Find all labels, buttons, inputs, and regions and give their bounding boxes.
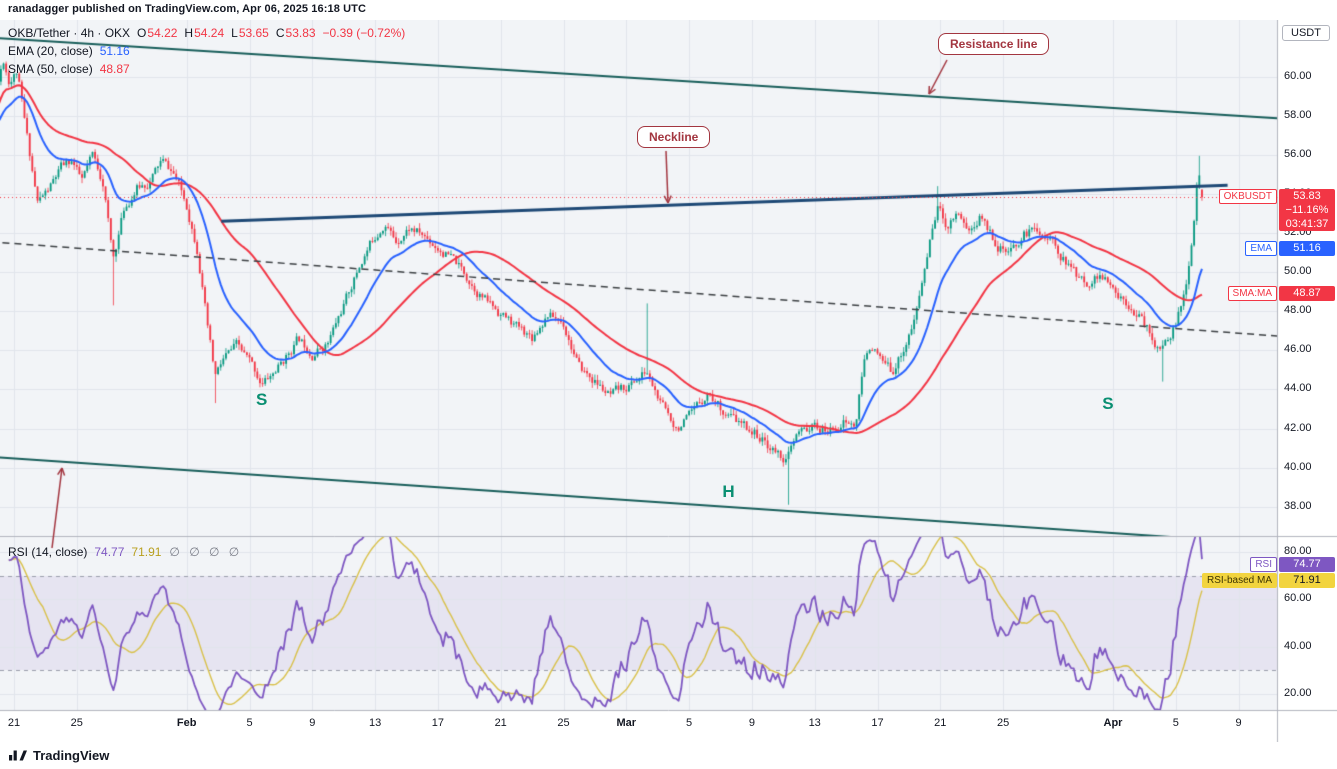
price-axis-label: 42.00 <box>1284 421 1312 434</box>
ema-badge-row: EMA 51.16 <box>1245 241 1335 257</box>
time-axis-label: 17 <box>871 717 884 729</box>
ema-label[interactable]: EMA (20, close) <box>8 44 93 58</box>
marker-right-shoulder[interactable]: S <box>1102 394 1114 414</box>
time-axis-label: 5 <box>1172 717 1179 729</box>
rsi-axis-label: 20.00 <box>1284 686 1312 699</box>
time-axis-label: 25 <box>996 717 1010 729</box>
time-axis-label: 17 <box>431 717 445 729</box>
ema-value: 51.16 <box>99 44 130 58</box>
price-axis-label: 40.00 <box>1284 460 1312 473</box>
open-value: 54.22 <box>147 26 178 40</box>
rsi-axis-label: 40.00 <box>1284 639 1312 652</box>
rsi-ma-badge-row: RSI-based MA 71.91 <box>1201 572 1335 588</box>
symbol-legend: OKB/Tether · 4h · OKX O 54.22 H 54.24 L … <box>8 25 405 79</box>
bar-countdown: 03:41:37 <box>1285 218 1329 231</box>
tradingview-brand[interactable]: TradingView <box>33 748 110 763</box>
symbol-legend-row[interactable]: OKB/Tether · 4h · OKX O 54.22 H 54.24 L … <box>8 25 405 41</box>
rsi-ma-badge: 71.91 <box>1279 572 1335 588</box>
rsi-tag: RSI <box>1250 556 1277 572</box>
price-axis-label: 44.00 <box>1284 382 1312 395</box>
symbol-title[interactable]: OKB/Tether · 4h · OKX <box>8 26 131 40</box>
time-axis-label: 9 <box>1235 717 1242 729</box>
price-axis-label: 48.00 <box>1284 304 1312 317</box>
rsi-axis-label: 80.00 <box>1284 545 1312 558</box>
ema-legend-row[interactable]: EMA (20, close) 51.16 <box>8 43 405 59</box>
rsi-axis-label: 60.00 <box>1284 592 1312 605</box>
symbol-tag: OKBUSDT <box>1218 189 1277 205</box>
time-axis-label: 9 <box>748 717 755 729</box>
symbol-price-badge-row: OKBUSDT 53.83 −11.16% 03:41:37 <box>1218 189 1335 232</box>
rsi-badge: 74.77 <box>1279 556 1335 572</box>
low-label: L <box>231 26 238 40</box>
rsi-value: 74.77 <box>94 545 125 559</box>
time-axis-label: 21 <box>934 717 947 729</box>
high-label: H <box>184 26 194 40</box>
time-axis-label: 13 <box>368 717 382 729</box>
change-percent: −11.16% <box>1285 204 1329 217</box>
rsi-ma-tag: RSI-based MA <box>1201 572 1277 588</box>
time-axis-label: 21 <box>7 717 21 729</box>
rsi-unused-bands: ∅ ∅ ∅ ∅ <box>169 545 243 559</box>
sma-legend-row[interactable]: SMA (50, close) 48.87 <box>8 61 405 77</box>
publish-text: ranadagger published on TradingView.com,… <box>8 3 366 15</box>
sma-badge: 48.87 <box>1279 286 1335 302</box>
currency-label: USDT <box>1282 25 1330 41</box>
high-value: 54.24 <box>194 26 225 40</box>
chart-area: OKB/Tether · 4h · OKX O 54.22 H 54.24 L … <box>0 20 1337 742</box>
ema-badge: 51.16 <box>1279 241 1335 257</box>
close-label: C <box>275 26 285 40</box>
sma-badge-row: SMA:MA 48.87 <box>1227 286 1335 302</box>
sma-label[interactable]: SMA (50, close) <box>8 62 93 76</box>
publish-bar: ranadagger published on TradingView.com,… <box>0 0 1337 20</box>
sma-value: 48.87 <box>99 62 130 76</box>
price-axis-label: 46.00 <box>1284 343 1312 356</box>
neckline-callout[interactable]: Neckline <box>637 126 711 148</box>
marker-head[interactable]: H <box>722 482 735 501</box>
footer: TradingView <box>0 742 1337 769</box>
time-axis-label: 9 <box>309 717 316 729</box>
time-axis-label: Mar <box>616 717 637 729</box>
close-value: 53.83 <box>285 26 316 40</box>
time-axis-label: 5 <box>246 717 253 729</box>
time-axis-label: 5 <box>686 717 693 729</box>
price-axis-label: 38.00 <box>1284 499 1312 512</box>
time-axis[interactable]: 21 25 Feb 5 9 13 17 21 25 Mar 5 9 13 17 21 25 Apr 5 9 <box>0 710 1337 742</box>
price-axis[interactable]: USDT 60.0058.0056.0054.0052.0050.0048.00… <box>1277 20 1337 742</box>
price-axis-label: 58.00 <box>1284 108 1312 121</box>
low-value: 53.65 <box>238 26 269 40</box>
price-axis-label: 60.00 <box>1284 69 1312 82</box>
rsi-ma-value: 71.91 <box>131 545 162 559</box>
price-axis-label: 50.00 <box>1284 265 1312 278</box>
time-axis-label: 25 <box>557 717 570 729</box>
resistance-line-callout[interactable]: Resistance line <box>938 33 1050 55</box>
rsi-legend[interactable]: RSI (14, close) 74.77 71.91 ∅ ∅ ∅ ∅ <box>8 544 242 560</box>
sma-tag: SMA:MA <box>1227 286 1277 302</box>
price-axis-label: 56.00 <box>1284 147 1312 160</box>
symbol-price-badge: 53.83 −11.16% 03:41:37 <box>1279 189 1335 232</box>
tradingview-logo[interactable] <box>8 748 28 763</box>
last-price: 53.83 <box>1293 190 1321 203</box>
open-label: O <box>137 26 147 40</box>
time-axis-label: 13 <box>808 717 821 729</box>
time-axis-label: 25 <box>70 717 83 729</box>
time-axis-label: Apr <box>1103 717 1123 729</box>
marker-left-shoulder[interactable]: S <box>256 390 268 410</box>
change-value: −0.39 (−0.72%) <box>322 26 406 40</box>
ema-tag: EMA <box>1245 241 1277 257</box>
rsi-label[interactable]: RSI (14, close) <box>8 545 88 559</box>
rsi-badge-row: RSI 74.77 <box>1250 556 1335 572</box>
time-axis-label: 21 <box>494 717 507 729</box>
time-axis-label: Feb <box>176 717 197 729</box>
